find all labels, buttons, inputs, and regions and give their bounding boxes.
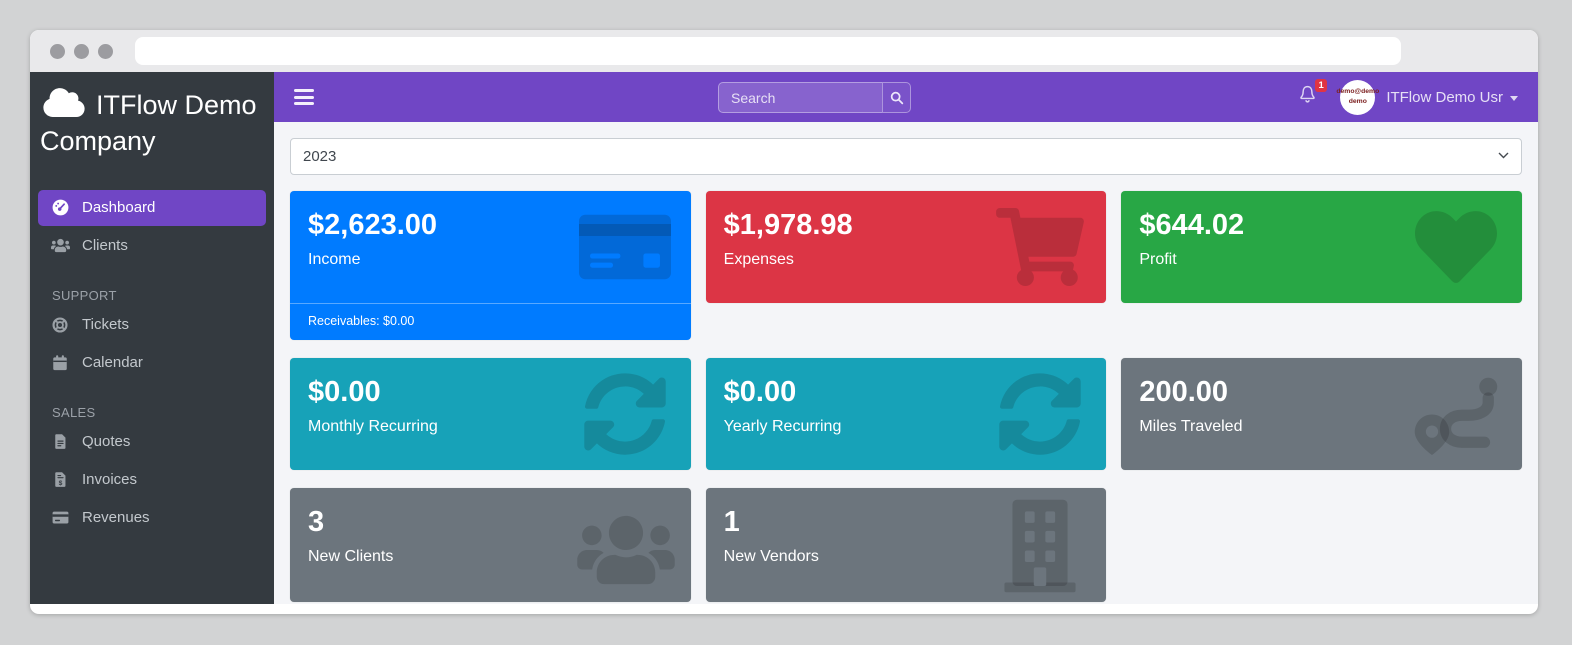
sync-icon <box>999 373 1082 455</box>
calendar-icon <box>50 353 70 373</box>
new-vendors-card: 1 New Vendors <box>705 488 1107 602</box>
sidebar-item-calendar[interactable]: Calendar <box>38 345 266 381</box>
avatar-text: demo <box>1348 98 1367 105</box>
sidebar-item-label: Revenues <box>82 509 150 527</box>
notification-badge: 1 <box>1315 79 1328 93</box>
year-select[interactable]: 2023 <box>290 138 1522 175</box>
miles-traveled-label: Miles Traveled <box>1139 418 1243 435</box>
year-filter: 2023 <box>290 138 1522 175</box>
monthly-recurring-value: $0.00 <box>308 376 381 408</box>
main-content: 2023 $2,623.00 Income <box>274 122 1538 604</box>
building-icon <box>1004 499 1076 593</box>
credit-card-small-icon <box>50 508 70 528</box>
invoice-dollar-icon: $ <box>50 470 70 490</box>
bell-icon <box>1300 85 1316 103</box>
window-button[interactable] <box>50 43 65 59</box>
sidebar-item-invoices[interactable]: $ Invoices <box>38 462 266 498</box>
sidebar-item-label: Tickets <box>82 316 129 334</box>
route-icon <box>1414 377 1498 455</box>
sidebar-item-label: Calendar <box>82 354 143 372</box>
search-button[interactable] <box>882 82 911 113</box>
new-clients-value: 3 <box>308 506 325 538</box>
yearly-recurring-label: Yearly Recurring <box>723 418 842 435</box>
users-icon <box>576 515 675 585</box>
profit-label: Profit <box>1139 251 1177 268</box>
tachometer-icon <box>50 198 70 218</box>
new-clients-label: New Clients <box>308 548 394 565</box>
search-form <box>718 82 911 113</box>
search-input[interactable] <box>718 82 882 113</box>
credit-card-icon <box>578 214 671 280</box>
expenses-value: $1,978.98 <box>723 209 853 241</box>
avatar-text: demo@demo <box>1336 87 1380 95</box>
address-bar-input[interactable] <box>135 37 1401 65</box>
expenses-label: Expenses <box>723 251 794 268</box>
browser-window: ITFlow Demo Company Dashboard <box>30 30 1538 614</box>
heart-icon <box>1414 211 1497 283</box>
window-button[interactable] <box>98 43 113 59</box>
navbar-right: 1 demo@demo demo ITFlow Demo Usr <box>1297 79 1518 115</box>
sidebar-item-dashboard[interactable]: Dashboard <box>38 189 266 226</box>
sidebar-section-support: SUPPORT <box>52 287 117 303</box>
sidebar: ITFlow Demo Company Dashboard <box>30 72 274 604</box>
menu-toggle-icon[interactable] <box>294 89 314 105</box>
shopping-cart-icon <box>996 208 1085 286</box>
income-value: $2,623.00 <box>308 209 438 241</box>
notifications-button[interactable]: 1 <box>1297 79 1328 110</box>
new-clients-card: 3 New Clients <box>290 488 691 602</box>
brand[interactable]: ITFlow Demo Company <box>30 72 274 170</box>
sync-icon <box>583 373 666 455</box>
address-bar <box>135 37 1401 65</box>
sidebar-item-tickets[interactable]: Tickets <box>38 307 266 343</box>
top-navbar: 1 demo@demo demo ITFlow Demo Usr <box>274 72 1538 122</box>
monthly-recurring-label: Monthly Recurring <box>308 418 438 435</box>
sidebar-item-quotes[interactable]: Quotes <box>38 424 266 460</box>
sidebar-section-sales: SALES <box>52 404 96 420</box>
miles-traveled-card: 200.00 Miles Traveled <box>1121 358 1522 470</box>
users-icon <box>50 236 70 256</box>
new-vendors-label: New Vendors <box>723 548 819 565</box>
cloud-icon <box>43 88 85 117</box>
income-card: $2,623.00 Income Receivables: $0.00 <box>290 191 691 340</box>
new-vendors-value: 1 <box>723 506 740 538</box>
sidebar-item-revenues[interactable]: Revenues <box>38 500 266 536</box>
profit-card: $644.02 Profit <box>1121 191 1522 303</box>
brand-label: ITFlow Demo Company <box>40 90 257 157</box>
quote-file-icon <box>50 432 70 452</box>
sidebar-item-label: Quotes <box>82 433 131 451</box>
monthly-recurring-card: $0.00 Monthly Recurring <box>290 358 691 470</box>
sidebar-nav: Dashboard Clients SUPPORT <box>30 189 274 536</box>
sidebar-item-label: Invoices <box>82 471 138 489</box>
user-menu[interactable]: ITFlow Demo Usr <box>1386 89 1518 106</box>
sidebar-item-label: Clients <box>82 237 128 255</box>
yearly-recurring-card: $0.00 Yearly Recurring <box>705 358 1107 470</box>
user-name: ITFlow Demo Usr <box>1386 88 1503 106</box>
yearly-recurring-value: $0.00 <box>723 376 797 408</box>
miles-traveled-value: 200.00 <box>1139 376 1229 408</box>
browser-titlebar <box>30 30 1538 72</box>
sidebar-item-clients[interactable]: Clients <box>38 228 266 264</box>
income-label: Income <box>308 251 361 268</box>
profit-value: $644.02 <box>1139 209 1245 241</box>
svg-text:$: $ <box>58 480 62 487</box>
sidebar-item-label: Dashboard <box>82 199 156 217</box>
expenses-card: $1,978.98 Expenses <box>705 191 1107 303</box>
window-button[interactable] <box>74 43 89 59</box>
life-ring-icon <box>50 315 70 335</box>
window-controls <box>50 43 113 59</box>
search-icon <box>890 91 903 104</box>
avatar[interactable]: demo@demo demo <box>1336 79 1379 115</box>
receivables-link[interactable]: Receivables: $0.00 <box>290 303 691 340</box>
dashboard-cards: $2,623.00 Income Receivables: $0.00 <box>290 191 1522 602</box>
app-page: ITFlow Demo Company Dashboard <box>30 72 1538 604</box>
chevron-down-icon <box>1510 95 1518 101</box>
